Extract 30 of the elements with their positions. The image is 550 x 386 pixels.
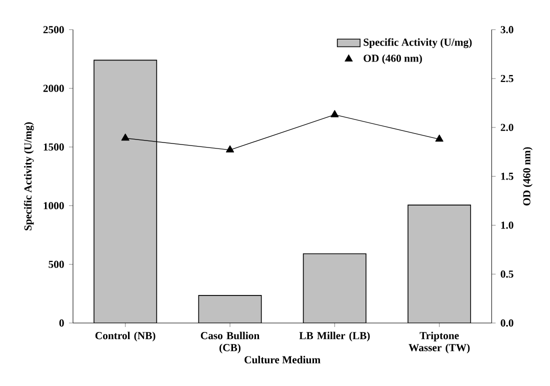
y2-tick-label: 3.0 [500, 26, 514, 34]
point [435, 134, 444, 142]
y-tick-label: 1000 [44, 202, 64, 210]
x-tick-label: Triptone Wasser (TW) [408, 332, 470, 354]
point [121, 134, 130, 141]
x-tick-label: Control (NB) [95, 332, 156, 342]
y-tick-label: 0 [59, 319, 64, 327]
legend-label: OD (460 nm) [364, 54, 422, 64]
y2-tick-label: 2.0 [500, 124, 514, 132]
y2-tick-label: 1.5 [501, 172, 514, 180]
bar [94, 60, 158, 323]
y2-axis-title: OD (460 nm) [522, 147, 533, 206]
y2-tick-label: 2.5 [500, 74, 514, 82]
y-tick-label: 2500 [43, 26, 64, 34]
bar [408, 204, 472, 323]
y-tick-label: 2000 [43, 84, 64, 92]
point [330, 110, 339, 118]
bar [302, 253, 366, 323]
bar [198, 295, 262, 323]
point [226, 145, 234, 152]
y2-tick-label: 0.0 [500, 319, 514, 327]
y-axis-title: Specific Activity (U/mg) [24, 122, 34, 230]
x-tick-label: Caso Bullion (CB) [200, 332, 260, 354]
x-tick-label: LB Miller (LB) [299, 332, 370, 342]
y2-tick-label: 1.0 [501, 222, 514, 229]
y-tick-label: 1500 [44, 143, 64, 151]
x-axis-title: Culture Medium [244, 356, 320, 364]
legend-label: Specific Activity (U/mg) [364, 38, 472, 48]
y2-tick-label: 0.5 [500, 270, 514, 278]
y-tick-label: 500 [48, 260, 64, 268]
